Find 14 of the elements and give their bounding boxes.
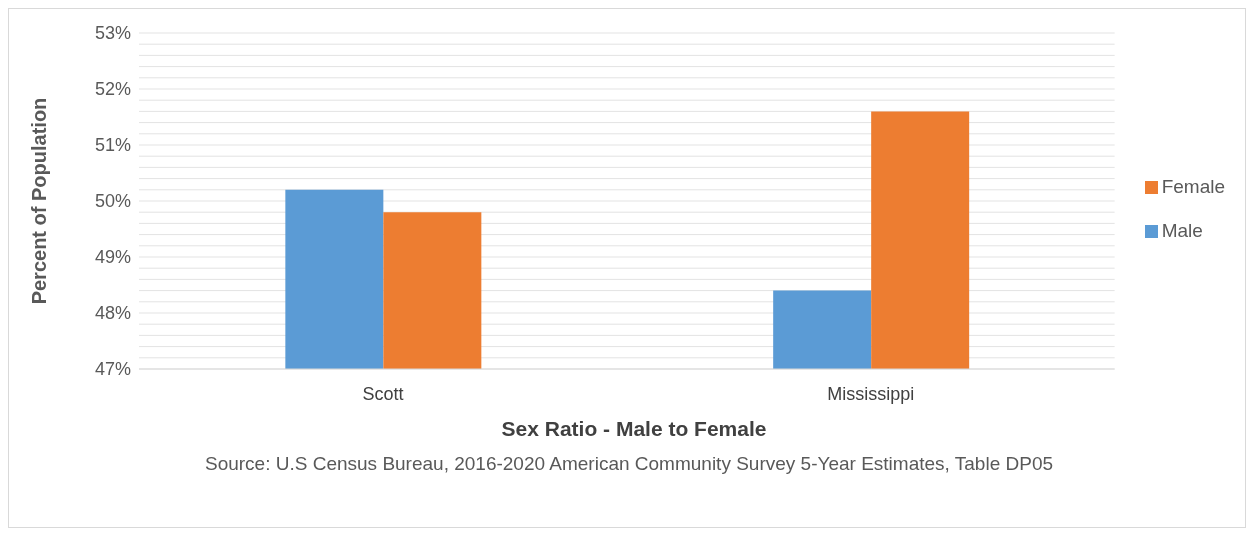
source-note: Source: U.S Census Bureau, 2016-2020 American Community Survey 5-Year Estimates, Table DP05 [203,452,1054,476]
x-tick-label: Mississippi [827,383,915,404]
y-tick-label: 49% [94,247,131,268]
y-tick-label: 50% [94,191,131,212]
y-axis-title: Percent of Population [28,97,51,305]
y-tick-label: 51% [94,135,131,156]
y-tick-label: 53% [94,23,131,44]
y-tick-label: 52% [94,79,131,100]
x-tick-label: Scott [362,383,404,404]
legend-label: Female [1161,176,1225,197]
legend-label: Male [1161,220,1203,241]
y-tick-label: 47% [94,359,131,380]
y-tick-label: 48% [94,303,131,324]
x-axis-title: Sex Ratio - Male to Female [500,417,768,441]
